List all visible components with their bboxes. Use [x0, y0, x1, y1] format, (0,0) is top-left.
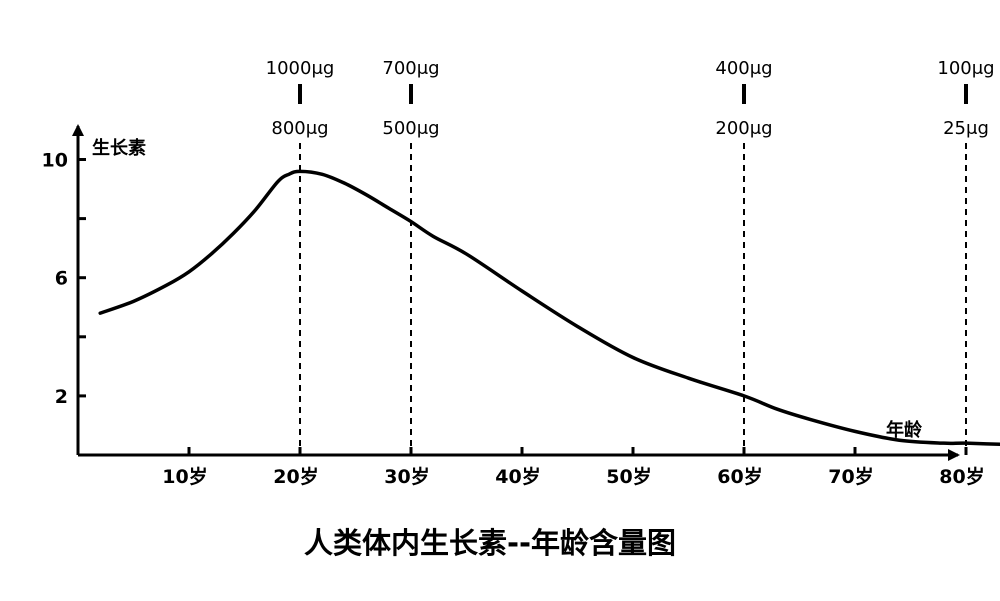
- y-tick-label: 10: [42, 150, 68, 172]
- annotation-lower-amount: 500μg: [382, 118, 439, 139]
- annotation-lower-amount: 200μg: [715, 118, 772, 139]
- x-tick-label: 40岁: [495, 465, 540, 488]
- axis-ticks: 10岁 20岁 30岁 40岁 50岁 60岁 70岁 80岁 2 6 10: [42, 150, 985, 489]
- x-tick-label: 80岁: [939, 465, 984, 488]
- chart-title: 人类体内生长素--年龄含量图: [304, 526, 676, 560]
- annotations: 1000μg 800μg 700μg 500μg 400μg 200μg 100μg 25μg: [266, 58, 995, 455]
- annotation-lower-amount: 800μg: [271, 118, 328, 139]
- x-tick-label: 50岁: [606, 465, 651, 488]
- x-axis-title: 年龄: [886, 419, 923, 441]
- y-tick-label: 6: [55, 268, 68, 290]
- annotation-upper-amount: 100μg: [937, 58, 994, 79]
- x-tick-label: 70岁: [828, 465, 873, 488]
- x-tick-label: 30岁: [384, 465, 429, 488]
- series: [98, 169, 1000, 447]
- annotation-upper-amount: 400μg: [715, 58, 772, 79]
- annotation-upper-amount: 1000μg: [266, 58, 335, 79]
- y-tick-label: 2: [55, 386, 68, 408]
- annotation-lower-amount: 25μg: [943, 118, 989, 139]
- growth-hormone-curve: [98, 169, 1000, 447]
- x-tick-label: 60岁: [717, 465, 762, 488]
- x-tick-label: 20岁: [273, 465, 318, 488]
- axes: [72, 124, 960, 461]
- annotation-upper-amount: 700μg: [382, 58, 439, 79]
- y-axis-title: 生长素: [92, 137, 146, 159]
- x-tick-label: 10岁: [162, 465, 207, 488]
